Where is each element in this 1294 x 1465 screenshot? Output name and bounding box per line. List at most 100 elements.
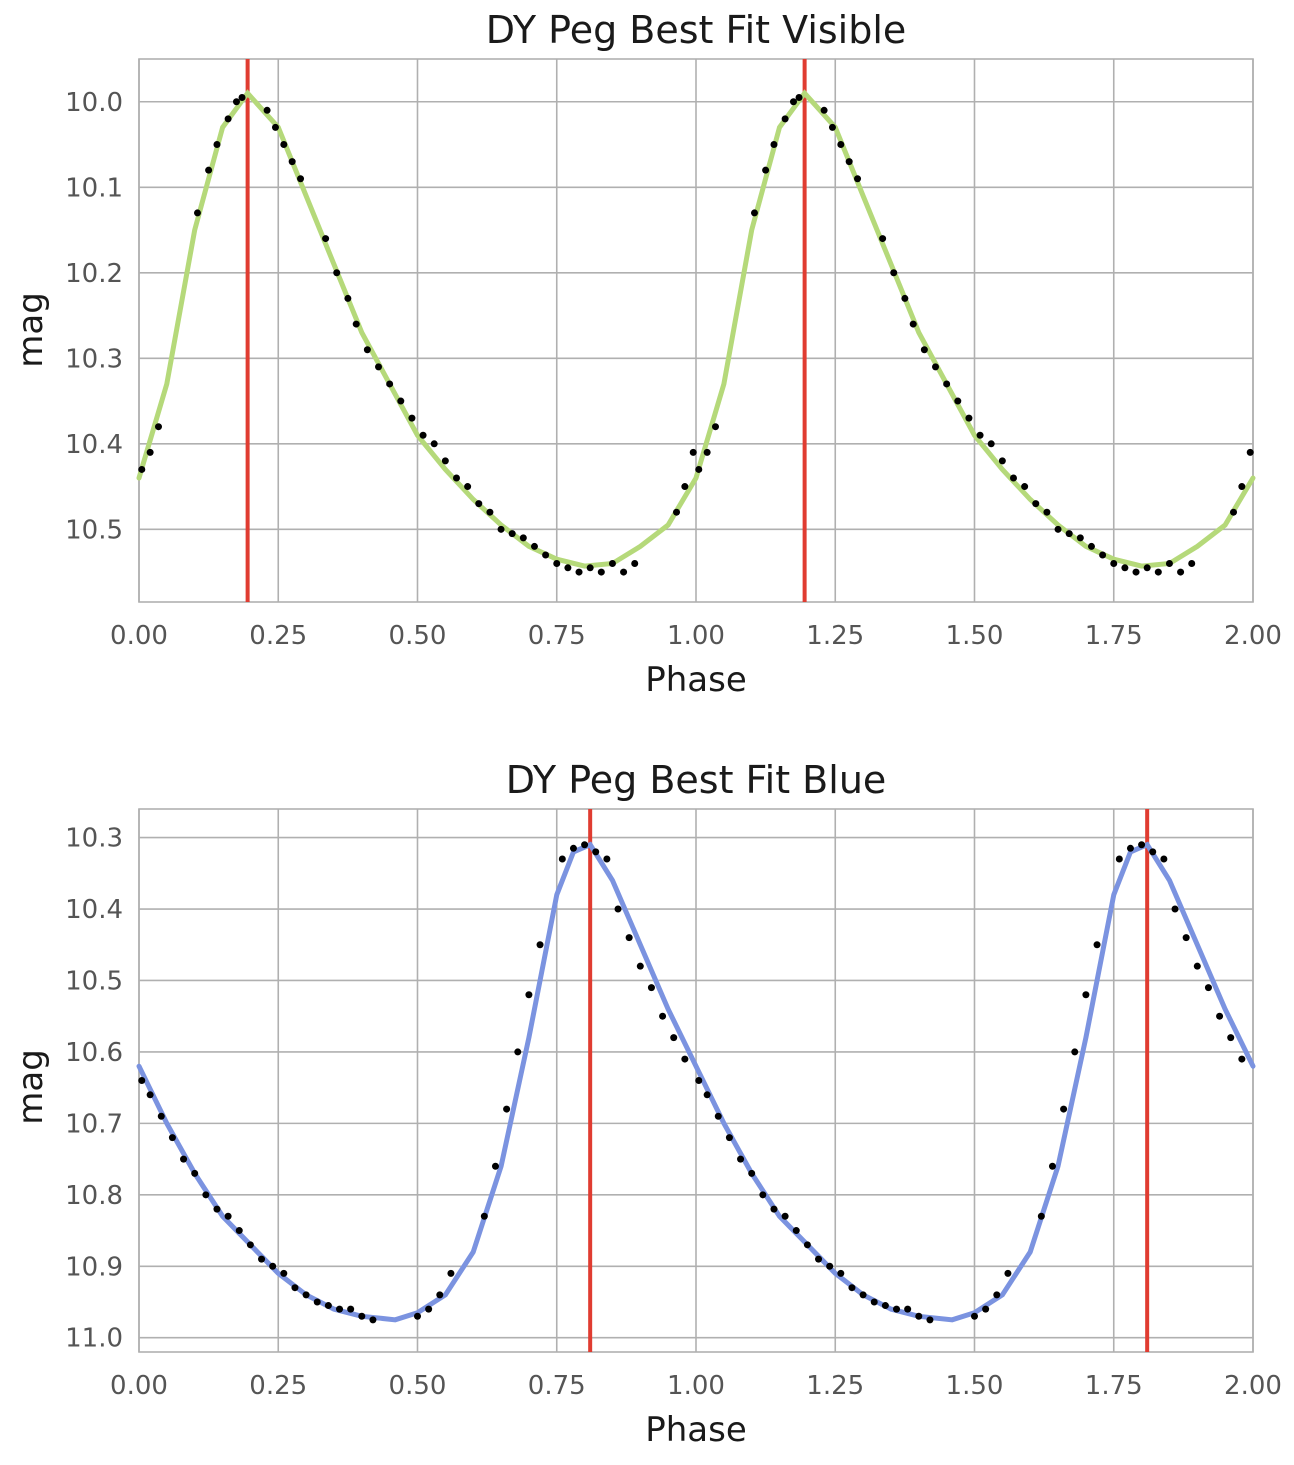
x-tick-label: 1.25 — [806, 1371, 864, 1401]
y-tick-label: 10.3 — [65, 824, 123, 854]
observation-point — [542, 551, 550, 559]
observation-point — [987, 440, 995, 448]
x-tick-label: 0.00 — [110, 1371, 168, 1401]
observation-point — [146, 1091, 154, 1099]
observation-point — [168, 1134, 176, 1142]
observation-point — [993, 1291, 1001, 1299]
chart-blue: DY Peg Best Fit Blue 0.00 0.25 0.50 0.75 1.0… — [11, 758, 1282, 1450]
observation-point — [881, 1302, 889, 1310]
observation-point — [235, 1227, 243, 1235]
observation-point — [344, 294, 352, 302]
observation-point — [795, 93, 803, 101]
observation-point — [352, 320, 360, 328]
observation-point — [1076, 534, 1084, 542]
observation-point — [408, 414, 416, 422]
observation-point — [258, 1255, 266, 1263]
observation-point — [695, 1077, 703, 1084]
observation-point — [288, 158, 296, 166]
observation-point — [553, 560, 561, 568]
observation-point — [803, 1241, 811, 1249]
vertical-markers — [245, 59, 807, 602]
x-axis-label: Phase — [645, 1410, 747, 1450]
observation-point — [146, 448, 154, 456]
observation-point — [603, 855, 611, 863]
observation-point — [514, 1048, 522, 1056]
observation-point — [138, 1077, 146, 1084]
y-axis-label: mag — [11, 292, 51, 368]
observation-point — [711, 423, 719, 431]
observation-point — [792, 1227, 800, 1235]
observation-point — [725, 1134, 733, 1142]
observation-point — [193, 209, 201, 217]
x-tick-label: 2.00 — [1224, 1371, 1282, 1401]
x-axis-label: Phase — [645, 660, 747, 700]
observation-point — [904, 1305, 912, 1313]
observation-point — [879, 235, 887, 243]
y-tick-label: 10.1 — [65, 173, 123, 203]
observation-point — [893, 1305, 901, 1313]
observation-point — [1138, 841, 1146, 849]
y-tick-label: 10.7 — [65, 1109, 123, 1139]
observation-point — [848, 1284, 856, 1292]
y-tick-label: 10.5 — [65, 966, 123, 996]
observation-point — [1238, 1055, 1246, 1063]
observation-point — [224, 1212, 232, 1220]
observation-point — [508, 530, 516, 538]
observation-point — [954, 397, 962, 405]
observation-point — [748, 1169, 756, 1177]
observation-point — [280, 141, 288, 149]
fit-curve — [136, 841, 1256, 1323]
observations — [138, 841, 1246, 1324]
observation-point — [592, 848, 600, 856]
observation-point — [324, 1302, 332, 1310]
x-tick-label: 1.75 — [1085, 621, 1143, 651]
observation-point — [1110, 560, 1118, 568]
y-tick-label: 11.0 — [65, 1324, 123, 1354]
observation-point — [558, 855, 566, 863]
observation-point — [890, 269, 898, 277]
observation-point — [238, 93, 246, 101]
observation-point — [157, 1112, 165, 1120]
x-tick-label: 1.00 — [667, 1371, 725, 1401]
observation-point — [497, 525, 505, 533]
observation-point — [447, 1269, 455, 1277]
observation-point — [419, 431, 427, 439]
y-tick-labels: 10.3 10.4 10.5 10.6 10.7 10.8 10.9 11.0 — [65, 824, 123, 1354]
observation-point — [205, 166, 213, 174]
observation-point — [976, 431, 984, 439]
observation-point — [581, 841, 589, 849]
observation-point — [347, 1305, 355, 1313]
observation-point — [452, 474, 460, 482]
observation-point — [1121, 564, 1129, 572]
observation-point — [586, 564, 594, 572]
chart-title: DY Peg Best Fit Visible — [486, 8, 907, 52]
observation-point — [503, 1105, 511, 1113]
x-tick-label: 0.75 — [528, 1371, 586, 1401]
observation-point — [313, 1298, 321, 1306]
observation-point — [636, 962, 644, 970]
observation-point — [915, 1312, 923, 1320]
observation-point — [982, 1305, 990, 1313]
observation-point — [1054, 525, 1062, 533]
observation-point — [1238, 483, 1246, 491]
observation-point — [1087, 542, 1095, 550]
observation-point — [870, 1298, 878, 1306]
x-tick-label: 1.00 — [667, 621, 725, 651]
observation-point — [491, 1162, 499, 1170]
observation-point — [569, 844, 577, 852]
observation-point — [263, 106, 271, 114]
observation-point — [1143, 564, 1151, 572]
observation-point — [762, 166, 770, 174]
observation-point — [291, 1284, 299, 1292]
observation-point — [1230, 508, 1238, 516]
observation-point — [322, 235, 330, 243]
x-tick-labels: 0.00 0.25 0.50 0.75 1.00 1.25 1.50 1.75 2.00 — [110, 1371, 1282, 1401]
x-tick-label: 1.50 — [946, 621, 1004, 651]
y-tick-label: 10.3 — [65, 344, 123, 374]
x-tick-label: 0.00 — [110, 621, 168, 651]
observation-point — [280, 1269, 288, 1277]
observation-point — [358, 1312, 366, 1320]
observation-point — [269, 1262, 277, 1270]
observation-point — [1126, 844, 1134, 852]
observation-point — [597, 568, 605, 576]
